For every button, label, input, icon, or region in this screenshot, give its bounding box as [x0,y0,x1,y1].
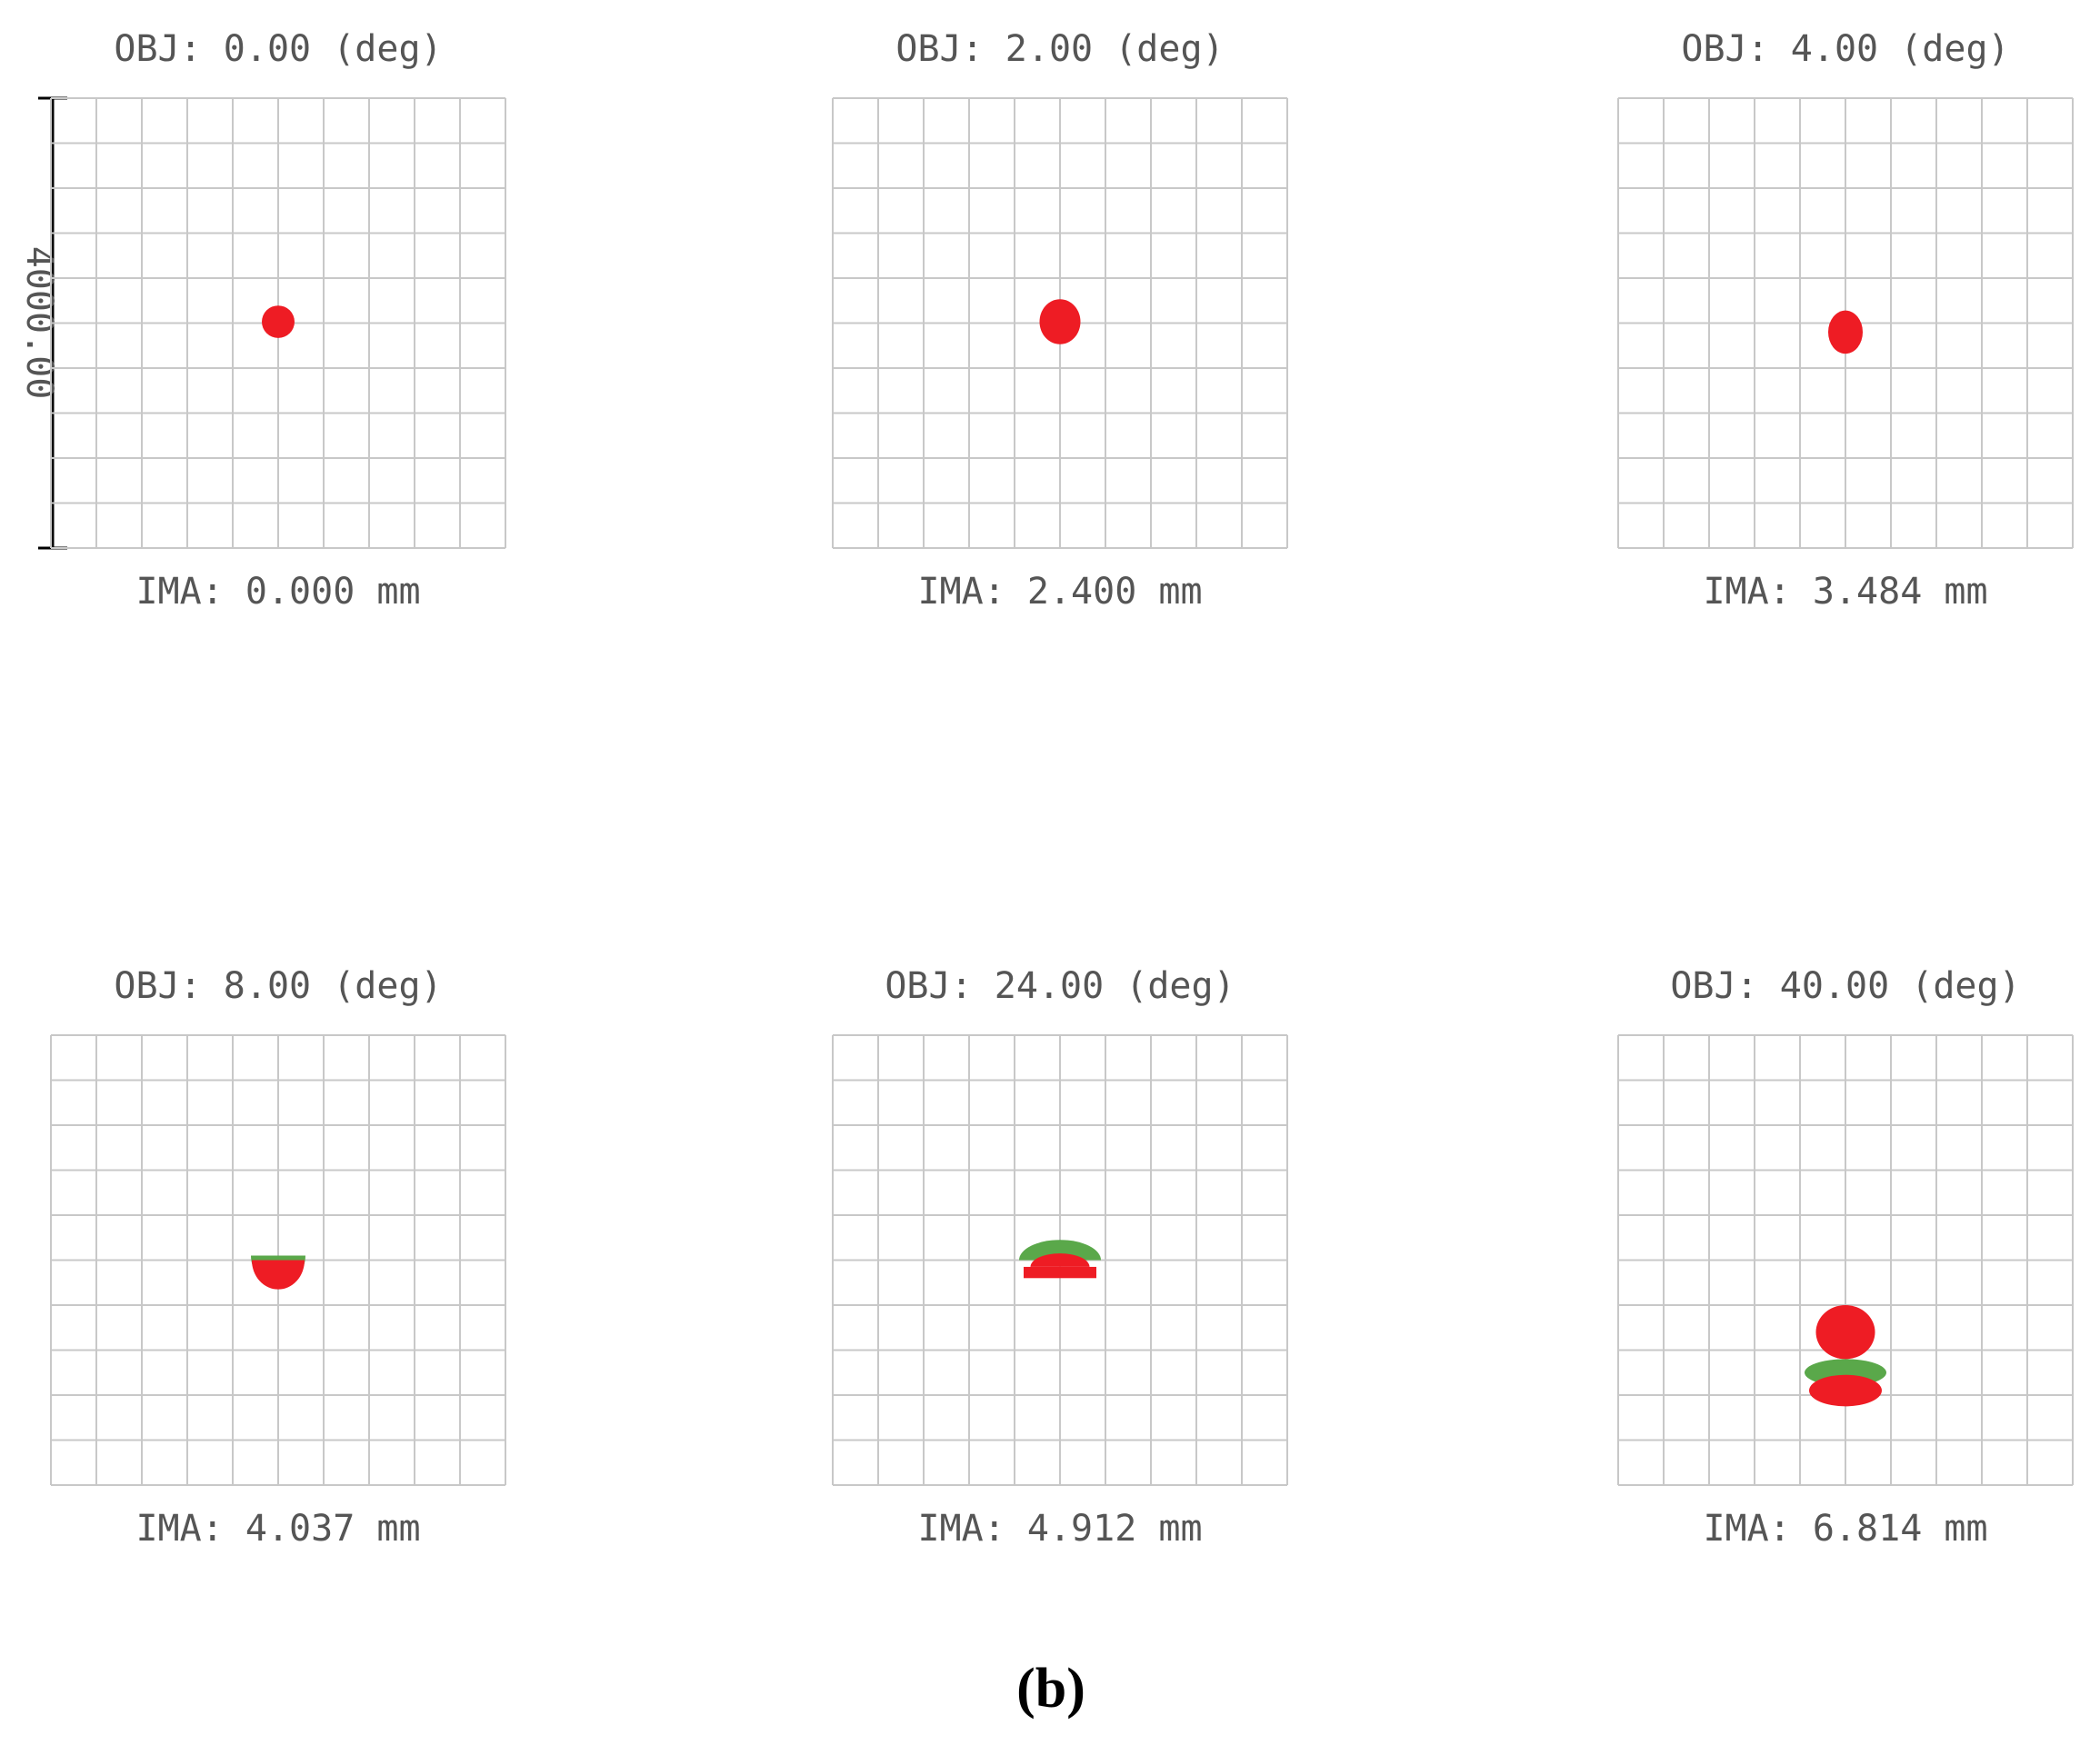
field-title: OBJ: 4.00 (deg) [1681,28,2009,70]
grid [1617,1034,2074,1486]
image-height-label: IMA: 4.037 mm [135,1508,420,1550]
grid [1617,97,2074,549]
grid [50,97,506,549]
spot [1019,1240,1101,1261]
spot [1809,1374,1882,1407]
image-height-label: IMA: 6.814 mm [1703,1508,1987,1550]
image-height-label: IMA: 4.912 mm [917,1508,1202,1550]
grid [832,97,1288,549]
field-title: OBJ: 8.00 (deg) [114,965,442,1007]
grid [50,1034,506,1486]
caption: (b) [1016,1658,1085,1720]
image-height-label: IMA: 2.400 mm [917,571,1202,613]
field-title: OBJ: 0.00 (deg) [114,28,442,70]
spot [1828,310,1863,354]
image-height-label: IMA: 3.484 mm [1703,571,1987,613]
spot [252,1260,305,1290]
spot [1815,1305,1875,1360]
spot [1024,1266,1096,1279]
grid [832,1034,1288,1486]
spot [262,305,295,338]
spot [1030,1253,1090,1267]
spot [1039,299,1081,344]
image-height-label: IMA: 0.000 mm [135,571,420,613]
field-title: OBJ: 2.00 (deg) [895,28,1224,70]
field-title: OBJ: 40.00 (deg) [1670,965,2020,1007]
field-title: OBJ: 24.00 (deg) [885,965,1235,1007]
